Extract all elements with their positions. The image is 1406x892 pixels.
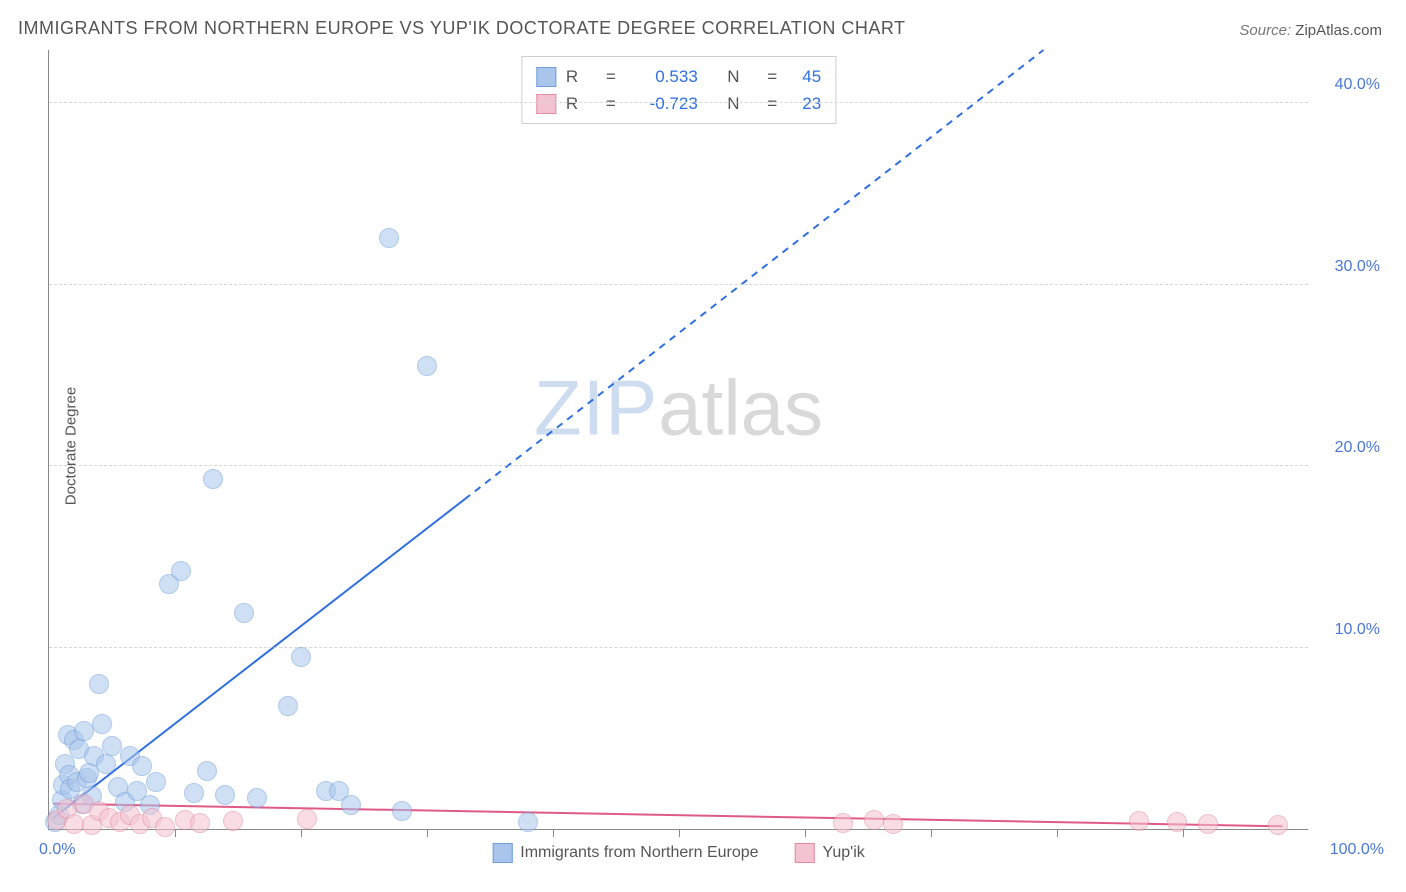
data-point-northern_europe [234, 603, 254, 623]
legend-row-yupik: R = -0.723 N = 23 [536, 90, 821, 117]
source-label: Source: [1239, 22, 1291, 39]
data-point-yupik [190, 813, 210, 833]
y-tick-label: 20.0% [1320, 439, 1380, 457]
x-tick-max: 100.0% [1330, 841, 1384, 859]
x-tick-mark [427, 829, 428, 837]
chart-title: IMMIGRANTS FROM NORTHERN EUROPE VS YUP'I… [18, 18, 906, 39]
legend-r-value: -0.723 [626, 90, 698, 117]
x-tick-min: 0.0% [39, 841, 75, 859]
data-point-yupik [297, 809, 317, 829]
data-point-yupik [1198, 814, 1218, 834]
correlation-legend: R = 0.533 N = 45 R = -0.723 N = 23 [521, 56, 836, 124]
data-point-northern_europe [132, 756, 152, 776]
data-point-northern_europe [215, 785, 235, 805]
x-tick-mark [301, 829, 302, 837]
legend-n-label: N [727, 90, 757, 117]
data-point-yupik [1129, 811, 1149, 831]
x-tick-mark [1183, 829, 1184, 837]
x-tick-mark [679, 829, 680, 837]
data-point-northern_europe [417, 356, 437, 376]
data-point-northern_europe [278, 696, 298, 716]
legend-series-label: Yup'ik [823, 844, 865, 862]
data-point-northern_europe [102, 736, 122, 756]
data-point-yupik [223, 811, 243, 831]
gridline [49, 465, 1308, 466]
data-point-yupik [1268, 815, 1288, 835]
legend-n-label: N [727, 63, 757, 90]
data-point-northern_europe [392, 801, 412, 821]
gridline [49, 284, 1308, 285]
data-point-northern_europe [146, 772, 166, 792]
data-point-northern_europe [247, 788, 267, 808]
trend-lines [49, 50, 1308, 829]
x-tick-mark [175, 829, 176, 837]
x-tick-mark [1057, 829, 1058, 837]
legend-series-label: Immigrants from Northern Europe [520, 844, 758, 862]
legend-r-label: R [566, 63, 596, 90]
legend-item-yupik: Yup'ik [795, 843, 865, 863]
legend-swatch [536, 67, 556, 87]
source-value: ZipAtlas.com [1295, 22, 1382, 39]
data-point-northern_europe [518, 812, 538, 832]
legend-item-northern_europe: Immigrants from Northern Europe [492, 843, 758, 863]
source-credit: Source: ZipAtlas.com [1239, 22, 1382, 39]
gridline [49, 647, 1308, 648]
legend-row-northern_europe: R = 0.533 N = 45 [536, 63, 821, 90]
legend-r-label: R [566, 90, 596, 117]
legend-swatch [795, 843, 815, 863]
x-tick-mark [553, 829, 554, 837]
data-point-northern_europe [184, 783, 204, 803]
data-point-yupik [833, 813, 853, 833]
legend-swatch [492, 843, 512, 863]
data-point-yupik [864, 810, 884, 830]
data-point-northern_europe [197, 761, 217, 781]
legend-r-value: 0.533 [626, 63, 698, 90]
data-point-northern_europe [341, 795, 361, 815]
data-point-northern_europe [96, 754, 116, 774]
legend-n-value: 45 [787, 63, 821, 90]
y-tick-label: 10.0% [1320, 621, 1380, 639]
data-point-yupik [883, 814, 903, 834]
scatter-plot: ZIPatlas R=0.533 N=45R=-0.723 N=23 Immig… [48, 50, 1308, 830]
gridline [49, 102, 1308, 103]
x-tick-mark [931, 829, 932, 837]
data-point-yupik [1167, 812, 1187, 832]
series-legend: Immigrants from Northern Europe Yup'ik [492, 843, 865, 863]
data-point-northern_europe [203, 469, 223, 489]
legend-eq: = [606, 63, 616, 90]
legend-eq: = [606, 90, 616, 117]
y-tick-label: 30.0% [1320, 258, 1380, 276]
data-point-northern_europe [291, 647, 311, 667]
legend-eq: = [767, 63, 777, 90]
data-point-northern_europe [379, 228, 399, 248]
x-tick-mark [805, 829, 806, 837]
data-point-northern_europe [89, 674, 109, 694]
data-point-northern_europe [171, 561, 191, 581]
legend-eq: = [767, 90, 777, 117]
legend-n-value: 23 [787, 90, 821, 117]
chart-container: IMMIGRANTS FROM NORTHERN EUROPE VS YUP'I… [0, 0, 1406, 892]
data-point-yupik [155, 817, 175, 837]
data-point-northern_europe [92, 714, 112, 734]
y-tick-label: 40.0% [1320, 76, 1380, 94]
legend-swatch [536, 94, 556, 114]
